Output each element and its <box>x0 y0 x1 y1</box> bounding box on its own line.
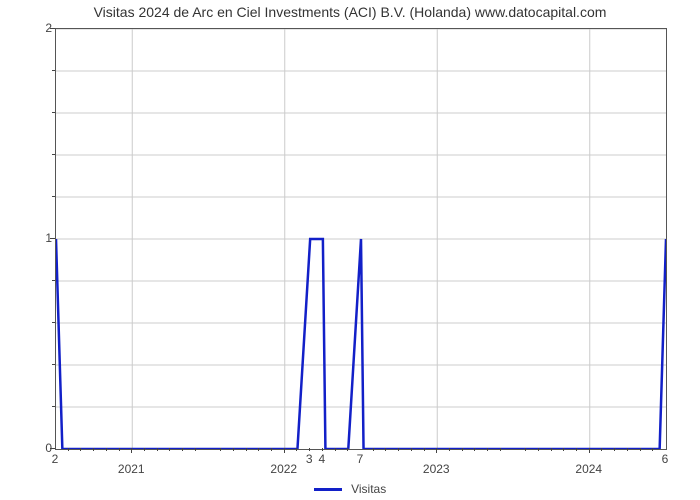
y-major-tick <box>50 448 55 449</box>
x-major-tick <box>589 448 590 453</box>
x-minor-tick <box>106 448 107 451</box>
x-minor-tick <box>614 448 615 451</box>
x-value-label: 6 <box>662 452 669 466</box>
x-minor-tick <box>538 448 539 451</box>
plot-area <box>55 28 667 450</box>
x-major-tick <box>131 448 132 453</box>
x-minor-tick <box>563 448 564 451</box>
x-minor-tick <box>119 448 120 451</box>
x-minor-tick <box>601 448 602 451</box>
x-minor-tick <box>627 448 628 451</box>
y-minor-tick <box>52 70 55 71</box>
x-minor-tick <box>246 448 247 451</box>
x-minor-tick <box>220 448 221 451</box>
x-minor-tick <box>335 448 336 451</box>
x-year-label: 2021 <box>118 462 145 476</box>
x-minor-tick <box>233 448 234 451</box>
x-minor-tick <box>474 448 475 451</box>
y-major-tick <box>50 28 55 29</box>
x-minor-tick <box>80 448 81 451</box>
x-year-label: 2024 <box>575 462 602 476</box>
y-minor-tick <box>52 406 55 407</box>
y-major-tick <box>50 238 55 239</box>
y-minor-tick <box>52 280 55 281</box>
x-value-label: 2 <box>52 452 59 466</box>
y-minor-tick <box>52 322 55 323</box>
legend-label: Visitas <box>351 482 386 496</box>
x-minor-tick <box>347 448 348 451</box>
x-year-label: 2023 <box>423 462 450 476</box>
x-minor-tick <box>398 448 399 451</box>
x-minor-tick <box>640 448 641 451</box>
y-minor-tick <box>52 154 55 155</box>
x-minor-tick <box>487 448 488 451</box>
x-minor-tick <box>322 448 323 451</box>
x-value-label: 4 <box>319 452 326 466</box>
x-minor-tick <box>271 448 272 451</box>
x-minor-tick <box>652 448 653 451</box>
x-major-tick <box>436 448 437 453</box>
x-minor-tick <box>296 448 297 451</box>
y-minor-tick <box>52 196 55 197</box>
chart-title: Visitas 2024 de Arc en Ciel Investments … <box>0 4 700 20</box>
x-minor-tick <box>309 448 310 451</box>
x-minor-tick <box>411 448 412 451</box>
x-minor-tick <box>424 448 425 451</box>
x-minor-tick <box>195 448 196 451</box>
x-year-label: 2022 <box>270 462 297 476</box>
x-minor-tick <box>144 448 145 451</box>
visits-line-chart: Visitas 2024 de Arc en Ciel Investments … <box>0 0 700 500</box>
x-minor-tick <box>385 448 386 451</box>
x-minor-tick <box>462 448 463 451</box>
y-minor-tick <box>52 364 55 365</box>
x-minor-tick <box>449 448 450 451</box>
x-minor-tick <box>157 448 158 451</box>
x-value-label: 3 <box>306 452 313 466</box>
x-minor-tick <box>373 448 374 451</box>
x-value-label: 7 <box>357 452 364 466</box>
x-minor-tick <box>525 448 526 451</box>
plot-svg <box>56 29 666 449</box>
x-minor-tick <box>93 448 94 451</box>
x-minor-tick <box>500 448 501 451</box>
x-minor-tick <box>258 448 259 451</box>
x-minor-tick <box>169 448 170 451</box>
legend: Visitas <box>0 482 700 496</box>
x-minor-tick <box>551 448 552 451</box>
x-minor-tick <box>68 448 69 451</box>
x-major-tick <box>284 448 285 453</box>
legend-swatch <box>314 488 342 491</box>
y-minor-tick <box>52 112 55 113</box>
x-minor-tick <box>576 448 577 451</box>
x-minor-tick <box>182 448 183 451</box>
